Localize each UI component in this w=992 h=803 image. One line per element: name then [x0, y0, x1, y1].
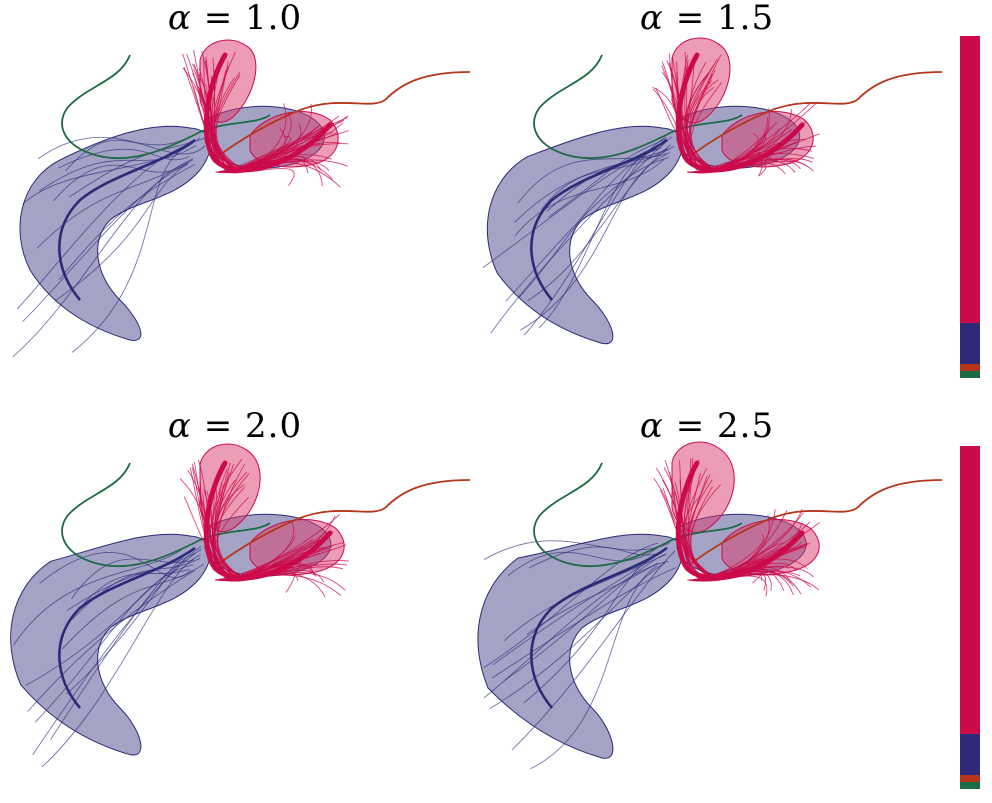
navy-streamline — [483, 540, 670, 560]
navy-streamline — [39, 145, 197, 192]
streamline-plot — [10, 443, 470, 768]
navy-streamline — [50, 552, 188, 740]
navy-streamline — [503, 553, 668, 642]
bar-segment-green — [960, 371, 980, 378]
navy-streamline — [66, 552, 196, 612]
panel-alpha-1-0: α = 1.0 — [0, 0, 470, 395]
alpha-symbol: α — [639, 0, 664, 38]
navy-representative-streamline — [530, 138, 668, 301]
crimson-representative-streamline — [203, 52, 333, 173]
bar-segment-brown — [960, 364, 980, 372]
navy-streamline — [54, 161, 190, 302]
navy-streamline — [13, 546, 186, 646]
alpha-value: 1.0 — [245, 0, 303, 38]
alpha-symbol: α — [167, 0, 192, 38]
bar-segment-navy — [960, 734, 980, 776]
navy-streamline — [491, 567, 677, 679]
navy-streamline — [25, 559, 186, 686]
panel-alpha-1-5: α = 1.5 — [472, 0, 942, 395]
panel-alpha-2-5: α = 2.5 — [472, 406, 942, 803]
navy-streamline — [530, 565, 658, 770]
proportion-bar-bottom — [960, 446, 980, 789]
navy-streamline — [514, 146, 675, 223]
navy-streamline — [22, 164, 188, 323]
crimson-streamline — [681, 494, 705, 579]
crimson-streamline — [692, 545, 807, 581]
bar-segment-crimson — [960, 446, 980, 735]
crimson-streamline — [213, 481, 245, 579]
navy-streamline — [27, 569, 195, 712]
crimson-representative-streamline — [675, 460, 805, 581]
navy-streamline — [517, 152, 671, 204]
proportion-bar-top — [960, 36, 980, 378]
bar-segment-crimson — [960, 36, 980, 324]
brown-streamline — [219, 479, 470, 564]
equals-sign: = — [191, 406, 245, 446]
navy-streamline — [58, 148, 190, 169]
navy-streamline — [511, 550, 676, 751]
crimson-streamline — [203, 57, 244, 171]
bar-segment-brown — [960, 775, 980, 783]
navy-streamline — [71, 558, 195, 600]
panel-title: α = 1.0 — [0, 0, 470, 38]
alpha-value: 1.5 — [717, 0, 775, 38]
panel-title: α = 1.5 — [472, 0, 942, 38]
crimson-streamline — [689, 79, 719, 171]
navy-streamline — [66, 546, 202, 695]
navy-streamline — [505, 157, 670, 302]
navy-streamline — [12, 159, 194, 358]
navy-streamline — [489, 562, 666, 710]
navy-streamline — [504, 553, 666, 681]
brown-streamline — [219, 71, 470, 156]
alpha-value: 2.0 — [245, 406, 303, 446]
brown-streamline — [691, 71, 942, 156]
navy-streamline — [41, 554, 201, 768]
navy-cluster-hull — [477, 533, 683, 759]
navy-streamline — [507, 547, 659, 577]
panel-title: α = 2.5 — [472, 406, 942, 446]
green-streamline — [61, 54, 271, 160]
crimson-streamline — [694, 160, 808, 174]
alpha-symbol: α — [167, 406, 192, 446]
panel-alpha-2-0: α = 2.0 — [0, 406, 470, 803]
navy-representative-streamline — [530, 546, 668, 709]
brown-streamline — [691, 479, 942, 564]
panel-title: α = 2.0 — [0, 406, 470, 446]
navy-streamline — [528, 546, 663, 569]
navy-streamline — [483, 560, 669, 699]
navy-cluster-hull — [19, 125, 211, 341]
crimson-streamline — [217, 123, 302, 173]
navy-streamline — [492, 547, 668, 666]
equals-sign: = — [663, 406, 717, 446]
crimson-streamline — [187, 469, 230, 579]
navy-streamline — [490, 136, 672, 334]
bar-segment-navy — [960, 323, 980, 365]
crimson-streamline — [224, 566, 344, 582]
navy-streamline — [71, 146, 187, 353]
navy-cluster-hull — [10, 533, 211, 756]
navy-representative-streamline — [58, 138, 196, 301]
navy-streamline — [58, 163, 196, 281]
crimson-streamline — [198, 68, 240, 171]
equals-sign: = — [191, 0, 245, 38]
streamline-plot — [12, 39, 470, 358]
alpha-symbol: α — [639, 406, 664, 446]
alpha-value: 2.5 — [717, 406, 775, 446]
streamline-plot — [482, 37, 942, 345]
crimson-streamline — [191, 463, 237, 579]
crimson-streamline — [664, 459, 716, 579]
equals-sign: = — [663, 0, 717, 38]
streamline-plot — [477, 441, 942, 770]
navy-streamline — [520, 154, 667, 331]
navy-representative-streamline — [58, 546, 196, 709]
navy-streamline — [514, 159, 665, 237]
navy-cluster-hull — [486, 125, 683, 345]
navy-streamline — [61, 563, 205, 650]
crimson-representative-streamline — [675, 52, 805, 173]
crimson-streamline — [679, 54, 704, 171]
navy-streamline — [65, 134, 195, 172]
crimson-representative-streamline — [203, 460, 333, 581]
bar-segment-green — [960, 782, 980, 789]
